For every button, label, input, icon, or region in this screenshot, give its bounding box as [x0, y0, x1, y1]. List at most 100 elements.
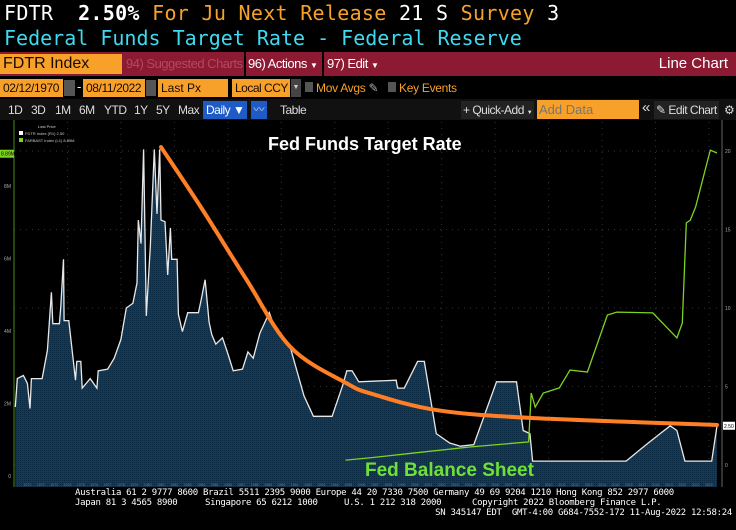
legend-header: Last Price [38, 124, 57, 129]
period: For Ju [152, 1, 227, 25]
pencil-icon[interactable]: ✎ [368, 81, 379, 95]
edit-button[interactable]: 97) Edit ▼ [327, 52, 379, 76]
x-tick-label: 2007 [505, 483, 513, 487]
x-tick-label: 1973 [50, 483, 58, 487]
x-tick-label: 2021 [692, 483, 700, 487]
edit-label: 97) Edit [327, 56, 368, 71]
footer-copyright: Copyright 2022 Bloomberg Finance L.P. [472, 498, 662, 508]
right-tick-label: 5 [725, 385, 728, 391]
calendar-icon[interactable] [146, 80, 156, 96]
x-tick-label: 1984 [197, 483, 205, 487]
x-tick-label: 1999 [398, 483, 406, 487]
legend-item-farbast: FARBAST Index (L1) 8.89M [25, 138, 75, 143]
range-6m[interactable]: 6M [79, 103, 95, 117]
line-chart[interactable]: 0 2M 4M 6M 8M 0 5 10 15 20 8.89M 2.50 1971 1972 1973 19… [0, 120, 736, 488]
actions-button[interactable]: 96) Actions ▼ [248, 52, 318, 76]
left-tick-label: 4M [4, 329, 11, 335]
x-tick-label: 1977 [104, 483, 112, 487]
footer-contacts-1: Australia 61 2 9777 8600 Brazil 5511 239… [75, 488, 674, 498]
x-tick-label: 2009 [531, 483, 539, 487]
checkbox-icon [388, 82, 396, 92]
command-bar: FDTR Index 94) Suggested Charts 96) Acti… [0, 52, 736, 76]
security-title: Federal Funds Target Rate - Federal Rese… [4, 26, 522, 50]
currency-select[interactable]: Local CCY [232, 79, 290, 97]
x-tick-label: 2020 [678, 483, 686, 487]
x-tick-label: 2016 [625, 483, 633, 487]
x-tick-label: 1974 [64, 483, 72, 487]
range-1m[interactable]: 1M [55, 103, 71, 117]
frequency-select[interactable]: Daily ▼ [203, 101, 248, 119]
range-5y[interactable]: 5Y [156, 103, 170, 117]
x-tick-label: 2022 [705, 483, 713, 487]
right-tick-label: 15 [725, 228, 731, 234]
key-events-label: Key Events [399, 81, 457, 95]
footer-singapore: Singapore 65 6212 1000 [205, 498, 318, 508]
range-ytd[interactable]: YTD [104, 103, 127, 117]
range-1d[interactable]: 1D [8, 103, 23, 117]
gear-icon[interactable]: ⚙ [724, 103, 735, 117]
chart-legend: Last Price FDTR Index (R1) 2.50 FARBAST … [19, 124, 75, 143]
field-select[interactable]: Last Px [158, 79, 228, 97]
start-date-input[interactable]: 02/12/1970 [0, 79, 63, 97]
x-tick-label: 2013 [585, 483, 593, 487]
table-button[interactable]: Table [280, 103, 307, 117]
mov-avgs-toggle[interactable]: Mov Avgs ✎ [305, 79, 379, 97]
range-bar: 1D 3D 1M 6M YTD 1Y 5Y Max Daily ▼ 〰 Tabl… [0, 99, 736, 120]
left-last-value-label: 8.89M [1, 152, 15, 158]
right-last-value-tag [723, 421, 735, 430]
end-date-input[interactable]: 08/11/2022 [83, 79, 145, 97]
collapse-icon[interactable]: « [642, 99, 651, 116]
x-tick-label: 2006 [491, 483, 499, 487]
edit-chart-button[interactable]: ✎ Edit Chart [654, 101, 719, 119]
ticker-header: FDTR 2.50% For Ju Next Release 21 S Surv… [4, 1, 559, 25]
footer-us: U.S. 1 212 318 2000 [344, 498, 442, 508]
right-last-value-label: 2.50 [724, 424, 734, 430]
x-tick-label: 2012 [571, 483, 579, 487]
date-separator: - [77, 79, 82, 94]
line-chart-icon[interactable]: 〰 [251, 101, 267, 119]
x-tick-label: 1980 [144, 483, 152, 487]
range-3d[interactable]: 3D [31, 103, 46, 117]
left-tick-label: 8M [4, 184, 11, 190]
range-max[interactable]: Max [178, 103, 200, 117]
range-1y[interactable]: 1Y [134, 103, 148, 117]
x-tick-label: 1982 [170, 483, 178, 487]
x-tick-label: 1991 [291, 483, 299, 487]
fdtr-series-line [14, 149, 718, 462]
x-tick-label: 2004 [465, 483, 473, 487]
checkbox-icon [305, 82, 313, 92]
x-tick-label: 2000 [411, 483, 419, 487]
mov-avgs-label: Mov Avgs [316, 81, 366, 95]
x-tick-label: 1981 [157, 483, 165, 487]
x-tick-label: 1996 [358, 483, 366, 487]
x-tick-label: 1989 [264, 483, 272, 487]
chevron-down-icon: ▼ [309, 61, 318, 70]
x-tick-label: 2008 [518, 483, 526, 487]
chart-type-label[interactable]: Line Chart [658, 55, 728, 72]
suggested-charts-button[interactable]: 94) Suggested Charts [126, 56, 243, 71]
add-data-input[interactable] [537, 100, 639, 119]
chevron-down-icon: ▼ [370, 61, 379, 70]
footer-session: SN 345147 EDT GMT-4:00 G684-7552-172 11-… [435, 508, 732, 518]
farbast-series-line [345, 149, 718, 461]
chevron-down-icon[interactable]: ▼ [291, 79, 301, 97]
right-tick-label: 20 [725, 149, 731, 155]
security-input[interactable]: FDTR Index [0, 54, 122, 74]
x-tick-label: 1978 [117, 483, 125, 487]
ticker: FDTR [4, 1, 54, 25]
x-tick-label: 2010 [545, 483, 553, 487]
balance-sheet-annotation: Fed Balance Sheet [365, 460, 534, 481]
x-tick-label: 1972 [37, 483, 45, 487]
x-tick-label: 1994 [331, 483, 339, 487]
x-tick-label: 2015 [612, 483, 620, 487]
fdtr-area-fill [15, 149, 718, 487]
actions-label: 96) Actions [248, 56, 307, 71]
calendar-icon[interactable] [64, 80, 75, 96]
right-tick-label: 0 [725, 463, 728, 469]
quick-add-button[interactable]: + Quick-Add ▼ [461, 101, 535, 119]
next-release-value: 21 S [398, 1, 449, 25]
x-tick-label: 1995 [344, 483, 352, 487]
key-events-toggle[interactable]: Key Events [388, 79, 457, 97]
edit-chart-label: Edit Chart [668, 103, 717, 117]
left-tick-label: 0 [8, 474, 11, 480]
